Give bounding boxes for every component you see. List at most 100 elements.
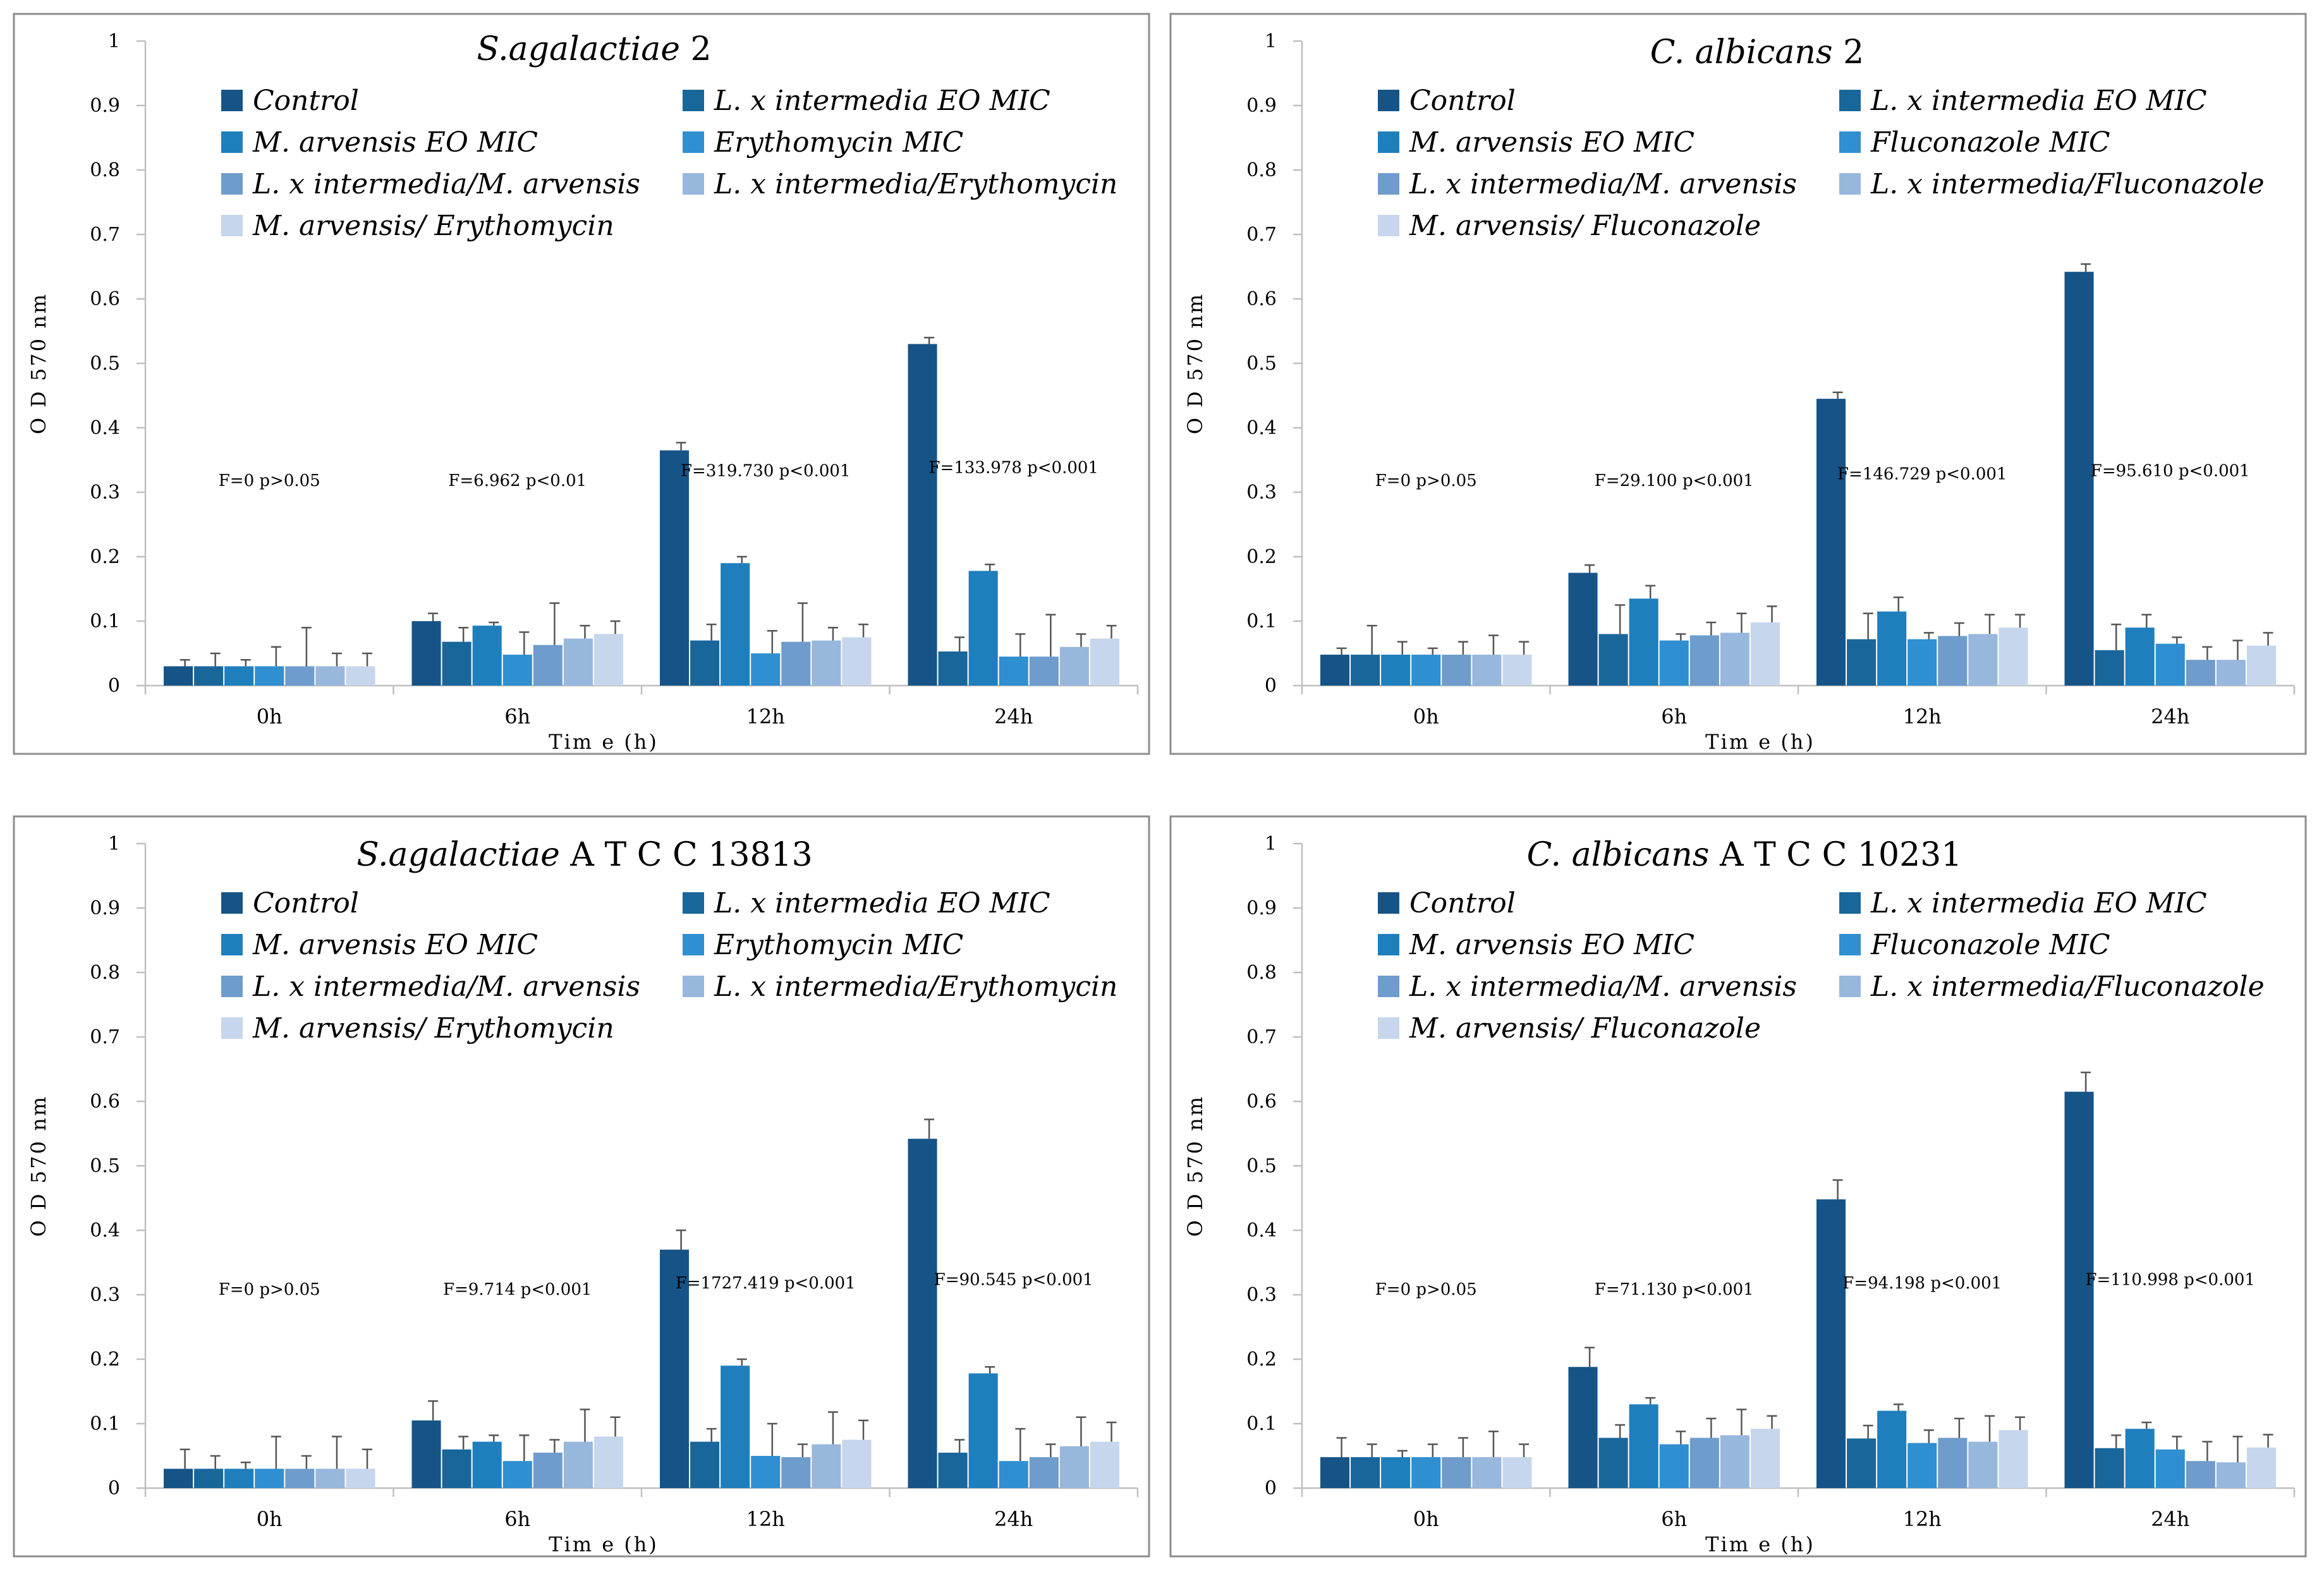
chart-panel-bottom-right: C. albicans A T C C 10231 00.10.20.30.40… bbox=[1169, 815, 2307, 1558]
legend-label: Fluconazole MIC bbox=[1870, 126, 2110, 159]
y-tick-label: 0.6 bbox=[90, 288, 120, 310]
bar bbox=[2125, 1429, 2155, 1488]
error-bar bbox=[706, 1427, 717, 1442]
bar bbox=[812, 640, 841, 686]
legend-swatch bbox=[221, 173, 243, 195]
error-bar bbox=[210, 652, 221, 667]
bar bbox=[442, 1449, 471, 1488]
y-tick-label: 0.3 bbox=[90, 1284, 120, 1306]
error-bar bbox=[1832, 1179, 1843, 1200]
legend-swatch bbox=[1839, 892, 1861, 914]
error-bar bbox=[519, 631, 530, 655]
bar bbox=[2216, 1462, 2246, 1488]
bar bbox=[593, 1436, 623, 1488]
bar bbox=[690, 640, 720, 686]
x-tick-label: 24h bbox=[994, 1507, 1033, 1531]
legend-label: M. arvensis EO MIC bbox=[1409, 929, 1694, 961]
bar bbox=[1320, 655, 1350, 686]
bar bbox=[285, 666, 315, 686]
error-bar bbox=[519, 1434, 530, 1462]
error-bar bbox=[1893, 597, 1904, 612]
bar bbox=[1750, 1429, 1780, 1488]
error-bar bbox=[1336, 1437, 1347, 1458]
stat-annotation: F=71.130 p<0.001 bbox=[1595, 1280, 1754, 1299]
x-tick-label: 0h bbox=[1413, 1507, 1439, 1531]
y-tick-label: 0.7 bbox=[1246, 224, 1277, 246]
error-bar bbox=[1954, 622, 1964, 636]
error-bar bbox=[1015, 1427, 1026, 1462]
legend-label: L. x intermedia EO MIC bbox=[1870, 887, 2207, 919]
bar bbox=[2246, 1447, 2276, 1488]
y-tick-label: 0.4 bbox=[1246, 417, 1277, 439]
chart-panel-bottom-left: S.agalactiae A T C C 13813 0 0.1 0.2 0.3 0.4… bbox=[13, 815, 1150, 1558]
error-bar bbox=[1893, 1403, 1904, 1411]
error-bar bbox=[428, 1400, 439, 1420]
bar bbox=[194, 1469, 224, 1488]
bar bbox=[1907, 639, 1937, 686]
bar bbox=[690, 1441, 720, 1488]
bar bbox=[938, 1452, 968, 1488]
stat-annotation: F=133.978 p<0.001 bbox=[929, 458, 1098, 477]
legend-swatch bbox=[683, 892, 704, 914]
legend-swatch bbox=[1378, 90, 1399, 111]
error-bar bbox=[2172, 1436, 2182, 1450]
error-bar bbox=[858, 623, 869, 638]
error-bar bbox=[1767, 605, 1777, 623]
bar bbox=[346, 1469, 375, 1488]
error-bar bbox=[1676, 633, 1686, 641]
error-bar bbox=[331, 652, 342, 667]
error-bar bbox=[1645, 1396, 1656, 1405]
legend-swatch bbox=[683, 173, 704, 195]
bar bbox=[1720, 1435, 1749, 1488]
bar bbox=[999, 657, 1028, 686]
error-bar bbox=[301, 1455, 312, 1469]
y-tick-label: 0.8 bbox=[90, 159, 120, 181]
error-bar bbox=[797, 1443, 808, 1458]
error-bar bbox=[676, 442, 686, 451]
legend-label: M. arvensis EO MIC bbox=[252, 126, 538, 159]
bar bbox=[842, 1439, 872, 1488]
bar bbox=[472, 1441, 502, 1488]
bar bbox=[1968, 1441, 1998, 1488]
legend-label: M. arvensis/ Fluconazole bbox=[1409, 1012, 1761, 1045]
y-axis-title: O D 570 nm bbox=[1183, 1095, 1207, 1237]
error-bar bbox=[767, 1422, 777, 1456]
error-bar bbox=[1397, 1450, 1408, 1458]
error-bar bbox=[2141, 1421, 2152, 1429]
chart-panel-top-left: S.agalactiae 2 0 0.1 0.2 0.3 0.4 0.5 0.6 0.7 0.8… bbox=[13, 13, 1150, 755]
bar bbox=[255, 666, 284, 686]
bar bbox=[1472, 1457, 1502, 1488]
error-bar bbox=[2015, 1416, 2026, 1431]
error-bar bbox=[1045, 614, 1056, 657]
error-bar bbox=[1457, 641, 1468, 655]
error-bar bbox=[1736, 612, 1747, 633]
y-tick-label: 0.6 bbox=[90, 1091, 120, 1113]
error-bar bbox=[2081, 1071, 2091, 1092]
y-tick-label: 0.1 bbox=[90, 610, 120, 633]
y-tick-label: 0.7 bbox=[1246, 1026, 1277, 1048]
bar bbox=[999, 1461, 1028, 1488]
legend-swatch bbox=[1839, 90, 1861, 111]
y-tick-label: 1 bbox=[1265, 30, 1277, 52]
error-bar bbox=[549, 602, 560, 645]
chart-plot-area: 0 0.1 0.2 0.3 0.4 0.5 0.6 0.7 0.8 0.9 1 0h 6h 12h 24h T… bbox=[27, 833, 1139, 1556]
legend-swatch bbox=[683, 934, 704, 955]
bar bbox=[2246, 645, 2276, 686]
legend-label: M. arvensis EO MIC bbox=[1409, 126, 1694, 159]
bar bbox=[1568, 1367, 1598, 1488]
stat-annotation: F=0 p>0.05 bbox=[1375, 471, 1477, 490]
error-bar bbox=[580, 624, 590, 639]
bar bbox=[1907, 1443, 1937, 1488]
stat-annotation: F=90.545 p<0.001 bbox=[934, 1271, 1093, 1290]
chart-plot-area: 0 0.1 0.2 0.3 0.4 0.5 0.6 0.7 0.8 0.9 1 0h 6h 12h 24h T… bbox=[27, 30, 1139, 754]
stat-annotation: F=110.998 p<0.001 bbox=[2086, 1271, 2255, 1290]
legend-label: L. x intermedia/Erythomycin bbox=[714, 168, 1117, 200]
legend-swatch bbox=[221, 90, 243, 111]
bar bbox=[502, 655, 532, 686]
bar bbox=[472, 626, 502, 686]
x-tick-label: 24h bbox=[2151, 705, 2189, 729]
error-bar bbox=[301, 626, 312, 667]
legend-swatch bbox=[221, 1017, 243, 1039]
error-bar bbox=[1676, 1430, 1686, 1445]
error-bar bbox=[1984, 614, 1995, 634]
